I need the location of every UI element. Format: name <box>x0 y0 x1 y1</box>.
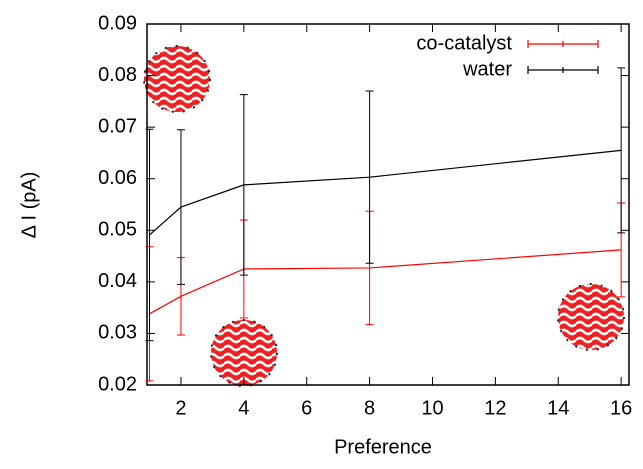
series-line <box>149 249 622 315</box>
error-bar <box>365 90 374 264</box>
x-tick-label: 14 <box>547 397 569 419</box>
x-tick-label: 16 <box>610 397 632 419</box>
texture-images <box>143 45 625 387</box>
y-axis-label: Δ I (pA) <box>18 172 40 239</box>
x-tick-label: 6 <box>301 397 312 419</box>
texture <box>210 319 278 387</box>
y-tick-label: 0.05 <box>98 219 137 241</box>
error-bar <box>176 129 185 285</box>
x-tick-label: 8 <box>364 397 375 419</box>
texture <box>557 283 625 351</box>
plot-frame <box>146 23 630 386</box>
y-tick-label: 0.06 <box>98 167 137 189</box>
error-bar <box>239 94 248 276</box>
y-tick-label: 0.04 <box>98 270 137 292</box>
y-tick-label: 0.02 <box>98 373 137 395</box>
x-tick-label: 12 <box>484 397 506 419</box>
legend-label: co-catalyst <box>416 32 512 54</box>
x-tick-label: 4 <box>238 397 249 419</box>
y-tick-label: 0.07 <box>98 115 137 137</box>
y-tick-label: 0.09 <box>98 12 137 34</box>
x-axis-label: Preference <box>334 436 432 458</box>
y-tick-label: 0.03 <box>98 322 137 344</box>
texture <box>143 45 211 113</box>
error-bar <box>617 67 626 234</box>
legend-swatch <box>527 66 599 74</box>
legend-label: water <box>462 58 512 80</box>
error-bar <box>145 128 154 342</box>
series-line <box>149 149 622 236</box>
x-tick-label: 10 <box>421 397 443 419</box>
y-tick-label: 0.08 <box>98 64 137 86</box>
x-tick-label: 2 <box>175 397 186 419</box>
legend-swatch <box>527 40 599 48</box>
